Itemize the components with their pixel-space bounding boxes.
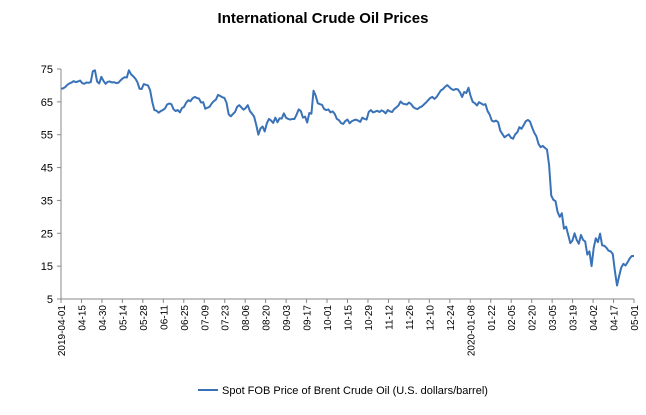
x-tick-label: 07-09	[200, 305, 211, 331]
x-tick-label: 03-05	[548, 305, 559, 331]
x-tick-label: 05-14	[118, 305, 129, 331]
chart-title: International Crude Oil Prices	[217, 10, 429, 27]
x-tick-label: 05-01	[630, 305, 641, 331]
y-tick-label: 75	[41, 64, 53, 76]
series-layer	[60, 69, 634, 287]
x-tick-label: 04-17	[610, 305, 621, 331]
x-tick-label: 04-15	[77, 305, 88, 331]
x-tick-label: 03-19	[569, 305, 580, 331]
x-tick-label: 06-25	[180, 305, 191, 331]
x-tick-label: 04-02	[589, 305, 600, 331]
x-tick-label: 2020-01-08	[466, 305, 477, 357]
x-tick-label: 11-26	[405, 305, 416, 330]
x-tick-label: 05-28	[139, 305, 150, 331]
x-tick-label: 02-20	[528, 305, 539, 331]
y-tick-label: 65	[41, 97, 53, 109]
x-tick-label: 10-01	[323, 305, 334, 331]
y-tick-label: 15	[41, 261, 53, 273]
x-tick-label: 01-22	[487, 305, 498, 331]
axes	[60, 69, 634, 300]
x-tick-label: 04-30	[98, 305, 109, 331]
x-tick-label: 2019-04-01	[57, 305, 68, 357]
x-tick-label: 09-17	[303, 305, 314, 331]
x-tick-label: 11-12	[384, 305, 395, 330]
series-line-brent	[60, 69, 634, 287]
x-tick-label: 08-20	[262, 305, 273, 331]
legend-label: Spot FOB Price of Brent Crude Oil (U.S. …	[222, 385, 488, 397]
legend: Spot FOB Price of Brent Crude Oil (U.S. …	[198, 385, 488, 397]
y-tick-label: 45	[41, 163, 53, 175]
x-tick-label: 12-10	[425, 305, 436, 331]
x-tick-label: 02-05	[507, 305, 518, 331]
y-tick-label: 55	[41, 130, 53, 142]
x-tick-label: 10-15	[344, 305, 355, 331]
x-tick-label: 09-03	[282, 305, 293, 331]
y-tick-label: 35	[41, 195, 53, 207]
x-axis-ticks: 2019-04-01 04-15 04-30 05-14 05-28 06-11 06-25…	[57, 299, 641, 356]
x-tick-label: 07-23	[221, 305, 232, 331]
x-tick-label: 10-29	[364, 305, 375, 331]
y-axis-ticks: 5 15 25 35 45 55 65 75	[41, 64, 61, 306]
y-tick-label: 5	[47, 294, 53, 306]
x-tick-label: 08-06	[241, 305, 252, 331]
y-tick-label: 25	[41, 228, 53, 240]
x-tick-label: 12-24	[446, 305, 457, 331]
x-tick-label: 06-11	[159, 305, 170, 330]
